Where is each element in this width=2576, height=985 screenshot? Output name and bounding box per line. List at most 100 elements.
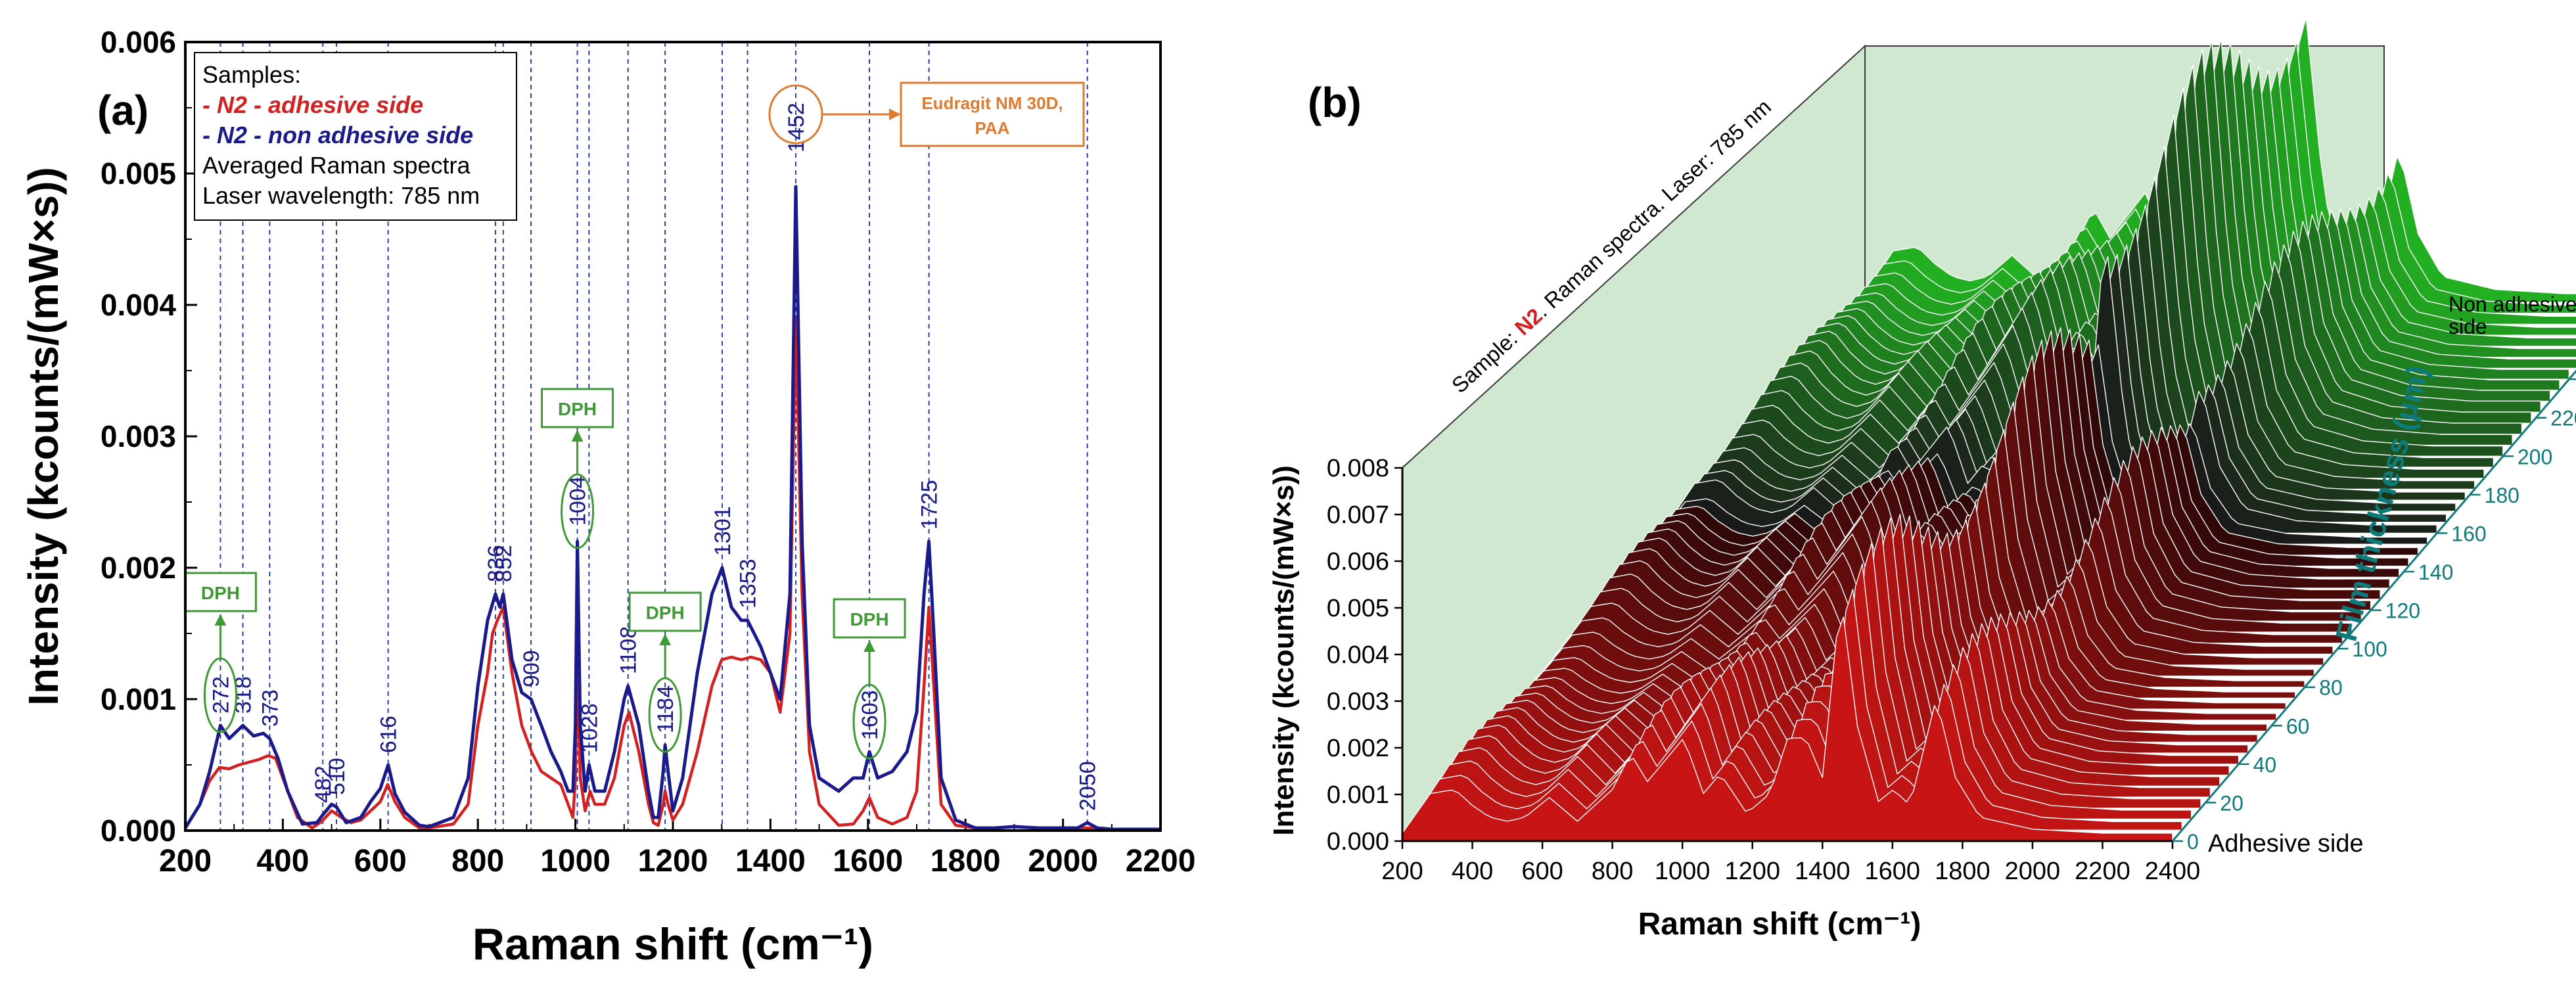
legend-note-averaged: Averaged Raman spectra: [202, 152, 471, 179]
peak-label-852: 852: [492, 545, 517, 582]
dph-label-1184: DPH: [646, 603, 685, 623]
b-y-tick-label: 0.001: [1327, 781, 1389, 809]
series-line-adhesive: [184, 316, 1161, 831]
b-x-axis-label: Raman shift (cm⁻¹): [1638, 907, 1921, 942]
spectra-series: [183, 185, 1161, 831]
x-tick-label: 400: [256, 844, 309, 879]
panel-b-label: (b): [1308, 79, 1362, 126]
x-tick-label: 2000: [1028, 844, 1098, 879]
y-tick-label: 0.002: [101, 551, 176, 585]
y-tick-label: 0.000: [101, 813, 176, 848]
legend-entry-non-adhesive: - N2 - non adhesive side: [202, 122, 473, 149]
peak-label-909: 909: [519, 650, 544, 687]
dph-box-272: [183, 572, 257, 612]
y-tick-label: 0.006: [101, 25, 176, 59]
x-tick-label: 1400: [735, 844, 806, 879]
panel-a-label: (a): [97, 87, 149, 134]
series-line-non-adhesive: [183, 185, 1161, 831]
panel-b-axes: 200 400 600 800 1000 1200 1400 1600 1800 2000 2200…: [1327, 369, 2576, 885]
x-axis-label: Raman shift (cm⁻¹): [472, 919, 873, 969]
legend-box: [194, 52, 517, 221]
b-x-tick-label: 800: [1592, 858, 1633, 885]
y-tick-label: 0.005: [101, 156, 176, 191]
b-z-tick-label: 140: [2418, 561, 2453, 584]
dph-annotations: DPH DPH DPH DPH Eudragit NM 30D, PAA: [183, 81, 1085, 760]
b-z-tick-label: 120: [2385, 599, 2420, 623]
b-z-tick-label: 80: [2319, 676, 2343, 700]
peak-label-510: 510: [325, 758, 350, 795]
legend: Samples: - N2 - adhesive side - N2 - non…: [194, 52, 517, 221]
peak-label-1353: 1353: [736, 559, 761, 608]
b-z-tick-label: 160: [2451, 522, 2486, 545]
label-non-adhesive-side-1: Non adhesive: [2449, 292, 2576, 316]
dph-box-1004: [541, 388, 614, 428]
eudragit-label-1: Eudragit NM 30D,: [921, 93, 1063, 113]
peak-label-1028: 1028: [577, 703, 602, 753]
x-tick-label: 800: [451, 844, 504, 879]
b-x-tick-label: 1000: [1655, 858, 1711, 885]
b-x-tick-label: 200: [1381, 858, 1423, 885]
b-y-tick-label: 0.007: [1327, 501, 1389, 529]
b-x-tick-label: 2200: [2075, 858, 2130, 885]
b-x-tick-label: 2000: [2005, 858, 2061, 885]
x-tick-label: 200: [159, 844, 212, 879]
peak-label-1725: 1725: [917, 480, 942, 530]
peak-label-1603: 1603: [858, 690, 883, 740]
dph-box-1603: [833, 598, 906, 639]
b-x-tick-label: 400: [1452, 858, 1493, 885]
y-tick-label: 0.001: [101, 682, 176, 716]
x-tick-label: 600: [354, 844, 407, 879]
panel-b: (b) Sample: N2. Raman spectra. Laser: 78…: [1268, 17, 2576, 942]
peak-label-1004: 1004: [566, 476, 591, 526]
b-y-tick-label: 0.004: [1327, 641, 1389, 669]
y-tick-label: 0.003: [101, 419, 176, 453]
b-y-tick-label: 0.006: [1327, 548, 1389, 576]
peak-label-482: 482: [311, 766, 336, 803]
legend-note-laser: Laser wavelength: 785 nm: [202, 182, 480, 209]
y-axis-label: Intensity (kcounts/(mW×s)): [20, 167, 67, 706]
waterfall-spectra: [1402, 17, 2576, 842]
b-z-tick-label: 60: [2286, 714, 2310, 738]
b-x-tick-label: 1400: [1795, 858, 1851, 885]
b-y-tick-label: 0.000: [1327, 828, 1389, 856]
x-tick-label: 1800: [931, 844, 1001, 879]
b-z-tick-label: 180: [2485, 484, 2519, 507]
peak-label-1301: 1301: [710, 506, 735, 556]
x-tick-label: 1000: [540, 844, 610, 879]
b-y-tick-label: 0.003: [1327, 688, 1389, 716]
b-y-tick-label: 0.005: [1327, 595, 1389, 622]
b-z-tick-label: 0: [2187, 830, 2199, 854]
x-tick-label: 1600: [833, 844, 903, 879]
dph-label-272: DPH: [201, 583, 240, 603]
b-x-tick-label: 600: [1521, 858, 1563, 885]
label-adhesive-side: Adhesive side: [2208, 830, 2364, 858]
peak-label-2050: 2050: [1076, 761, 1101, 811]
y-tick-label: 0.004: [101, 288, 177, 322]
dph-box-1184: [628, 591, 702, 632]
b-x-tick-label: 1600: [1865, 858, 1921, 885]
b-y-tick-label: 0.008: [1327, 455, 1389, 482]
eudragit-label-2: PAA: [975, 118, 1009, 138]
b-z-tick-label: 220: [2550, 407, 2576, 430]
waterfall-spectrum: [1402, 616, 2173, 842]
peak-label-272: 272: [208, 676, 233, 714]
b-y-tick-label: 0.002: [1327, 735, 1389, 762]
label-non-adhesive-side-2: side: [2449, 315, 2487, 338]
dph-label-1603: DPH: [850, 609, 888, 630]
eudragit-box: [900, 81, 1085, 147]
b-x-tick-label: 1200: [1724, 858, 1780, 885]
b-x-tick-label: 1800: [1935, 858, 1990, 885]
b-y-axis-label: Intensity (kcounts/(mW×s)): [1268, 465, 1300, 836]
x-tick-label: 1200: [638, 844, 708, 879]
peak-label-373: 373: [258, 689, 283, 727]
peak-label-836: 836: [484, 545, 509, 582]
tick-labels: 200 400 600 800 1000 1200 1400 1600 1800 2000 2200…: [101, 25, 1196, 879]
b-z-tick-label: 200: [2518, 445, 2552, 469]
plot-area-frame: [184, 41, 1162, 832]
legend-title: Samples:: [202, 61, 301, 88]
peak-label-1108: 1108: [616, 626, 641, 674]
dph-label-1004: DPH: [558, 399, 597, 419]
